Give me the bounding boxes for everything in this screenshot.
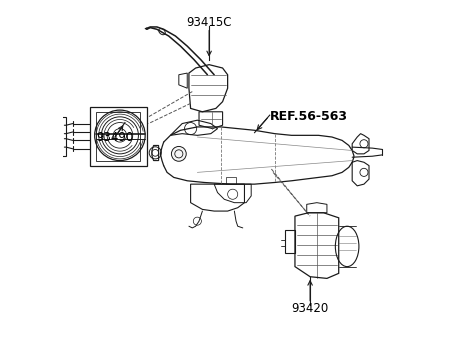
Circle shape xyxy=(171,146,186,161)
Text: 93490: 93490 xyxy=(96,130,134,144)
Text: REF.56-563: REF.56-563 xyxy=(270,110,348,123)
Bar xyxy=(90,107,147,166)
Bar xyxy=(226,177,236,184)
Bar xyxy=(97,112,140,161)
Text: 93415C: 93415C xyxy=(186,16,232,29)
Text: 93420: 93420 xyxy=(292,302,329,315)
